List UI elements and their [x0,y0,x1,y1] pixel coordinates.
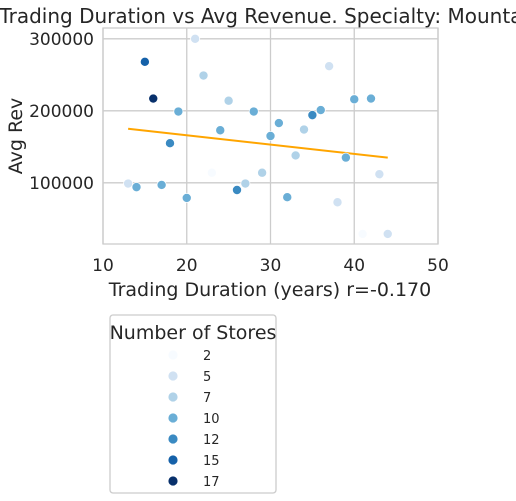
legend-marker [167,412,179,424]
data-point [340,152,351,163]
data-point [273,118,284,129]
x-axis-label: Trading Duration (years) r=-0.170 [108,279,431,301]
x-tick-label: 30 [260,256,282,276]
data-point [198,70,209,81]
data-point [324,61,335,72]
x-tick-label: 20 [176,256,198,276]
legend-marker [167,454,179,466]
data-point [181,192,192,203]
data-point [349,94,360,105]
data-point [265,130,276,141]
y-tick-label: 300000 [29,30,94,50]
data-point [248,106,259,117]
legend-label: 10 [203,412,220,427]
data-point [164,138,175,149]
data-point [131,182,142,193]
data-point [382,228,393,239]
data-point [206,167,217,178]
data-point [156,179,167,190]
data-point [307,110,318,121]
legend-entries: 2 5 7 10 12 15 17 [167,349,220,490]
x-tick-label: 40 [343,256,365,276]
legend-label: 15 [203,454,220,469]
legend-label: 2 [203,349,211,364]
data-point [332,197,343,208]
data-point [374,169,385,180]
data-points [123,33,393,239]
legend-marker [167,475,179,487]
data-point [231,184,242,195]
legend-marker [167,349,179,361]
data-point [240,178,251,189]
legend-marker [167,433,179,445]
data-point [282,192,293,203]
legend: Number of Stores 2 5 7 10 12 15 17 [109,314,277,494]
data-point [298,124,309,135]
data-point [123,178,134,189]
data-point [357,228,368,239]
legend-label: 12 [203,433,220,448]
legend-label: 17 [203,475,220,490]
data-point [190,33,201,44]
legend-title: Number of Stores [110,322,277,344]
legend-marker [167,391,179,403]
data-point [365,93,376,104]
data-point [139,56,150,67]
data-point [315,105,326,116]
x-tick-labels: 10 20 30 40 50 [92,256,449,276]
y-axis-label: Avg Rev [5,98,27,175]
legend-frame [109,314,277,494]
grid-lines [102,28,439,244]
data-point [215,125,226,136]
chart-title: Trading Duration vs Avg Revenue. Special… [0,4,516,28]
legend-label: 5 [203,370,211,385]
data-point [148,93,159,104]
data-point [173,106,184,117]
y-tick-label: 200000 [29,102,94,122]
y-tick-label: 100000 [29,174,94,194]
data-point [223,95,234,106]
legend-label: 7 [203,391,211,406]
x-tick-label: 50 [427,256,449,276]
data-point [290,150,301,161]
legend-marker [167,370,179,382]
x-tick-label: 10 [92,256,114,276]
data-point [257,167,268,178]
y-tick-labels: 100000 200000 300000 [29,30,94,194]
